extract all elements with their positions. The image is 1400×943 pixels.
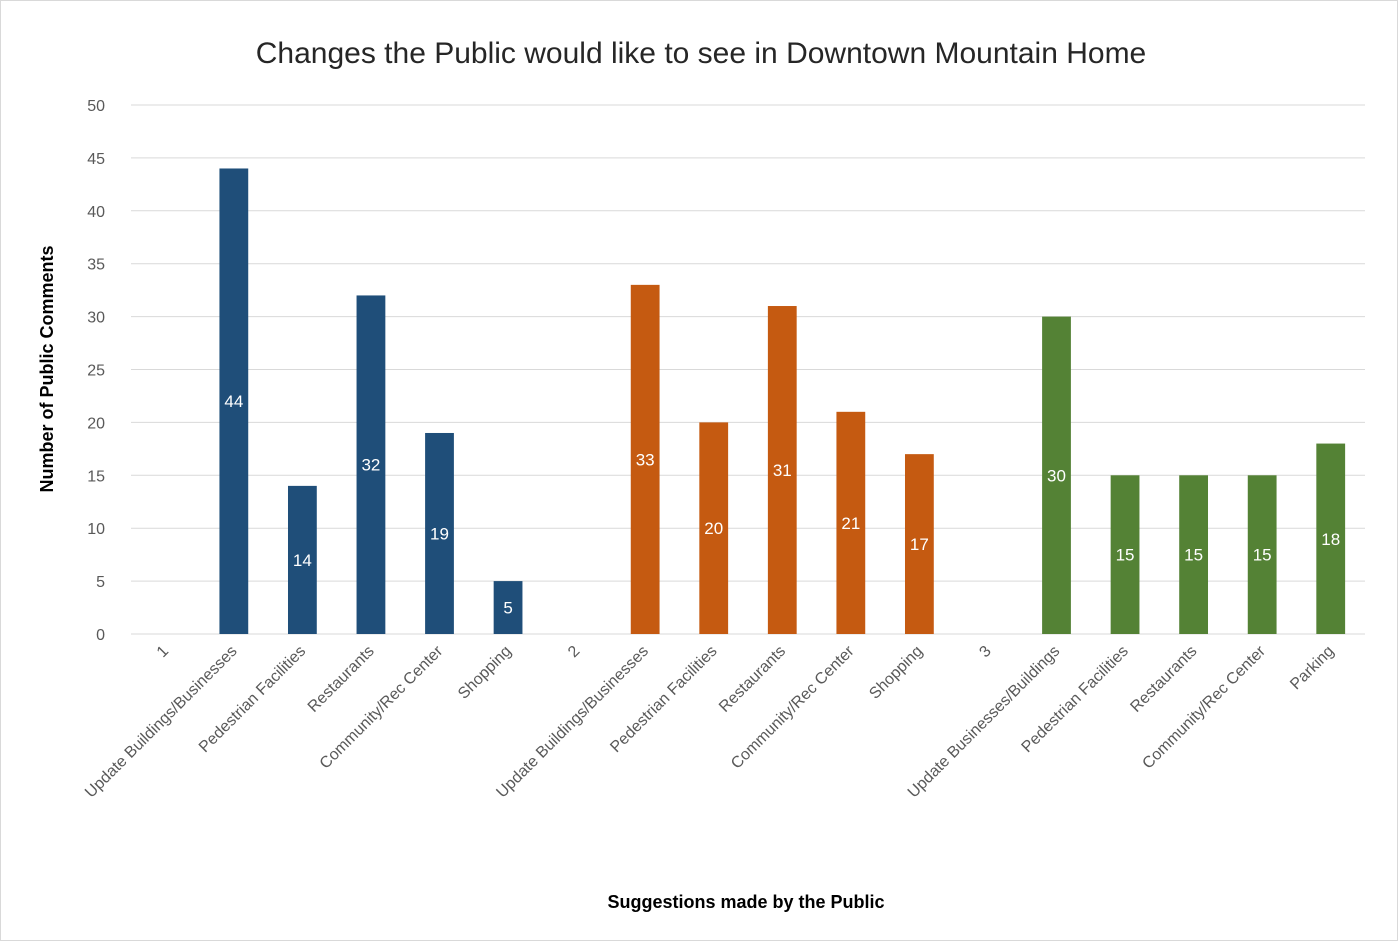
- gridlines: [131, 104, 1365, 635]
- y-tick-label: 20: [87, 415, 105, 432]
- bar: [1316, 443, 1346, 634]
- data-label: 31: [773, 461, 792, 480]
- x-tick-label: 2: [565, 643, 583, 661]
- y-axis-title: Number of Public Comments: [37, 245, 57, 492]
- x-tick-label: Community/Rec Center: [317, 642, 447, 772]
- data-label: 44: [224, 392, 243, 411]
- bar: [356, 295, 386, 634]
- data-label: 15: [1253, 546, 1272, 565]
- x-tick-label: 1: [154, 643, 172, 661]
- x-tick-label: Community/Rec Center: [1139, 642, 1269, 772]
- y-tick-label: 40: [87, 204, 105, 221]
- x-tick-label: 3: [976, 643, 994, 661]
- data-label: 21: [841, 514, 860, 533]
- bar: [1110, 475, 1140, 634]
- x-tick-label: Parking: [1287, 643, 1337, 693]
- y-tick-label: 50: [87, 98, 105, 115]
- bar: [767, 306, 797, 634]
- x-tick-label: Restaurants: [305, 643, 378, 716]
- bars: [219, 168, 1346, 635]
- chart-title: Changes the Public would like to see in …: [256, 37, 1147, 70]
- data-label: 15: [1116, 546, 1135, 565]
- bar: [1042, 316, 1071, 634]
- bar: [425, 432, 454, 634]
- bar: [630, 284, 660, 634]
- x-axis-title: Suggestions made by the Public: [607, 892, 884, 912]
- y-tick-label: 10: [87, 521, 105, 538]
- bar: [904, 454, 934, 634]
- bar: [699, 422, 729, 634]
- x-tick-label: Shopping: [455, 643, 515, 703]
- y-tick-label: 15: [87, 468, 105, 485]
- bar: [493, 581, 523, 634]
- data-label: 19: [430, 524, 449, 543]
- bar: [836, 411, 866, 634]
- data-label: 30: [1047, 466, 1066, 485]
- x-tick-label: Community/Rec Center: [728, 642, 858, 772]
- bar: [287, 485, 317, 634]
- x-tick-label: Shopping: [866, 643, 926, 703]
- data-label: 33: [636, 450, 655, 469]
- data-label: 32: [361, 456, 380, 475]
- y-tick-label: 0: [96, 627, 105, 644]
- data-label: 17: [910, 535, 929, 554]
- data-label: 5: [503, 599, 512, 618]
- data-label: 14: [293, 551, 312, 570]
- y-tick-label: 30: [87, 310, 105, 327]
- y-axis-ticks: 0 5 10 15 20 25 30 35 40 45 50: [87, 98, 105, 644]
- data-label: 18: [1321, 530, 1340, 549]
- data-label: 15: [1184, 546, 1203, 565]
- data-labels: 44 14 32 19 5 33 20 31 21 17 30 15 15 15 18: [224, 392, 1340, 617]
- bar: [219, 168, 249, 635]
- y-tick-label: 35: [87, 257, 105, 274]
- x-tick-label: Restaurants: [1127, 643, 1200, 716]
- y-tick-label: 5: [96, 574, 105, 591]
- data-label: 20: [704, 519, 723, 538]
- x-tick-label: Restaurants: [716, 643, 789, 716]
- y-tick-label: 25: [87, 363, 105, 380]
- bar: [1179, 475, 1209, 634]
- bar: [1247, 475, 1277, 634]
- y-tick-label: 45: [87, 151, 105, 168]
